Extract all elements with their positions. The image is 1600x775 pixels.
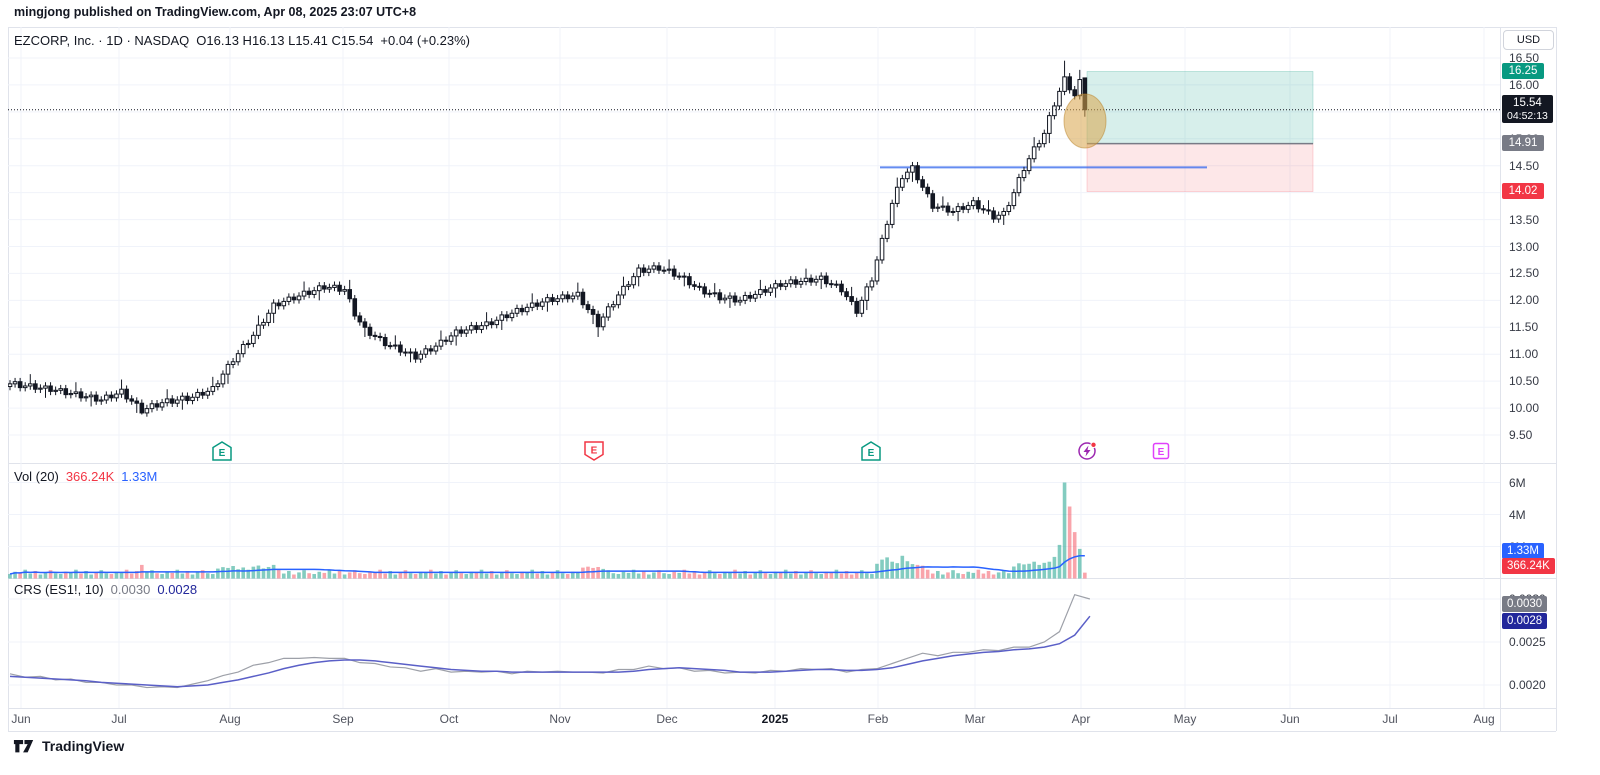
symbol-legend[interactable]: EZCORP, Inc. · 1D · NASDAQ O16.13 H16.13 … <box>14 33 477 48</box>
time-axis-border <box>8 708 1556 709</box>
price-axis-badge: 15.54 04:52:13 <box>1502 94 1553 123</box>
crs-tick-label: 0.0020 <box>1509 678 1546 692</box>
price-tick-label: 12.50 <box>1509 266 1540 281</box>
symbol-title[interactable]: EZCORP, Inc. · 1D · NASDAQ <box>14 33 190 48</box>
price-scale-border <box>1500 27 1501 731</box>
price-tick-label: 14.50 <box>1509 158 1540 173</box>
tradingview-logo[interactable] <box>13 737 35 754</box>
volume-value: 366.24K <box>65 469 115 484</box>
publish-header: mingjong published on TradingView.com, A… <box>14 5 417 19</box>
time-axis-label: Mar <box>964 712 986 726</box>
badge-price: 15.54 <box>1513 96 1542 109</box>
svg-text:E: E <box>219 448 226 459</box>
change-value: +0.04 (+0.23%) <box>380 33 471 48</box>
price-axis-badge: 366.24K <box>1502 558 1555 575</box>
price-volume-divider[interactable] <box>8 463 1556 464</box>
currency-toggle-button[interactable]: USD <box>1503 30 1554 50</box>
volume-tick-label: 4M <box>1509 507 1526 522</box>
price-tick-label: 11.00 <box>1509 347 1539 362</box>
time-axis-label: Jun <box>1280 712 1300 726</box>
crs-tick-label: 0.0025 <box>1509 635 1546 649</box>
tradingview-brand-text[interactable]: TradingView <box>42 737 125 754</box>
time-axis-label: Dec <box>656 712 678 726</box>
crs-ma-line <box>9 615 1091 688</box>
time-axis-label: Apr <box>1071 712 1091 726</box>
time-axis-label: Aug <box>219 712 241 726</box>
chart-bottom-border <box>8 731 1556 732</box>
earnings-down-icon[interactable]: E <box>584 441 604 461</box>
svg-text:E: E <box>591 446 598 457</box>
price-axis-badge: 0.0030 <box>1502 595 1548 612</box>
price-tick-label: 11.50 <box>1509 320 1539 335</box>
time-axis-label: Sep <box>332 712 354 726</box>
time-axis-label: Jul <box>111 712 127 726</box>
volume-indicator-title[interactable]: Vol (20) <box>14 469 59 484</box>
price-axis-badge: 1.33M <box>1502 542 1544 559</box>
price-tick-label: 13.00 <box>1509 239 1540 254</box>
svg-text:E: E <box>1158 447 1165 458</box>
price-axis-badge: 0.0028 <box>1502 612 1548 629</box>
crs-ma-value: 0.0028 <box>157 582 198 597</box>
price-axis-badge: 16.25 <box>1502 62 1544 79</box>
price-tick-label: 10.00 <box>1509 401 1540 416</box>
chart-right-border <box>1556 27 1557 731</box>
price-tick-label: 16.50 <box>1509 51 1540 65</box>
time-axis-label: Jul <box>1382 712 1398 726</box>
flash-event-icon[interactable] <box>1078 441 1097 460</box>
volume-tick-label: 6M <box>1509 475 1526 490</box>
time-axis-label: Nov <box>549 712 571 726</box>
time-axis-label: May <box>1173 712 1197 726</box>
time-axis-label: Oct <box>439 712 459 726</box>
volume-bars-layer <box>8 482 1087 579</box>
crs-value: 0.0030 <box>110 582 151 597</box>
chart-top-border <box>8 27 1556 28</box>
time-axis-label: Jun <box>11 712 31 726</box>
volume-legend[interactable]: Vol (20) 366.24K 1.33M <box>14 469 164 484</box>
time-axis-label: Feb <box>867 712 889 726</box>
gridlines <box>8 27 1500 708</box>
earnings-up-icon[interactable]: E <box>861 441 881 461</box>
ohlc-values: O16.13 H16.13 L15.41 C15.54 <box>196 33 374 48</box>
svg-text:E: E <box>868 448 875 459</box>
price-tick-label: 10.50 <box>1509 374 1540 389</box>
ellipse-drawing[interactable] <box>1063 93 1107 149</box>
long-position-tool[interactable] <box>1086 71 1314 192</box>
crs-legend[interactable]: CRS (ES1!, 10) 0.0030 0.0028 <box>14 582 204 597</box>
crs-line <box>9 593 1091 689</box>
badge-countdown: 04:52:13 <box>1507 109 1548 122</box>
price-tick-label: 9.50 <box>1509 428 1533 442</box>
price-tick-label: 13.50 <box>1509 212 1540 227</box>
price-axis-badge: 14.02 <box>1502 183 1544 200</box>
chart-left-border <box>8 27 9 731</box>
volume-ma-value: 1.33M <box>121 469 158 484</box>
time-axis-label: 2025 <box>761 712 789 726</box>
price-tick-label: 12.00 <box>1509 293 1540 308</box>
earnings-upcoming-icon[interactable]: E <box>1152 442 1170 460</box>
candles-layer[interactable] <box>8 60 1088 417</box>
volume-crs-divider[interactable] <box>8 578 1556 579</box>
time-axis-label: Aug <box>1473 712 1495 726</box>
volume-ma-line <box>9 554 1085 575</box>
price-tick-label: 16.00 <box>1509 77 1540 92</box>
crs-indicator-title[interactable]: CRS (ES1!, 10) <box>14 582 104 597</box>
price-axis-badge: 14.91 <box>1502 135 1544 152</box>
earnings-up-icon[interactable]: E <box>212 441 232 461</box>
